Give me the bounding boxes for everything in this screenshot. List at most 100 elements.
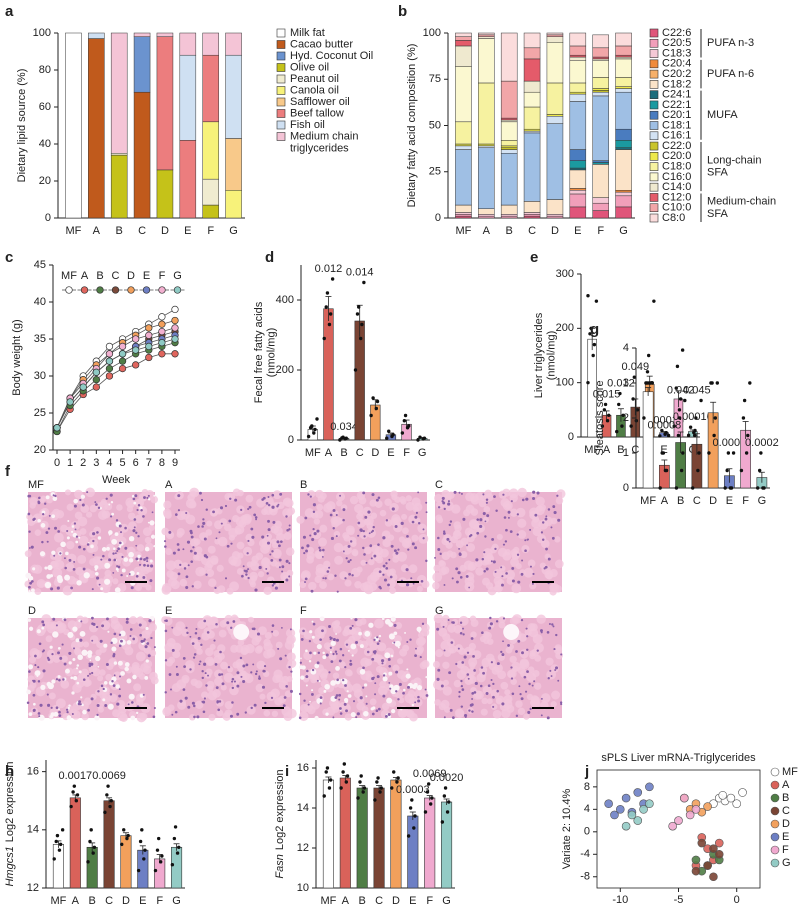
nucleus <box>132 637 135 641</box>
cell <box>214 520 224 530</box>
cell <box>249 581 256 588</box>
nucleus <box>52 494 55 497</box>
cell <box>209 555 219 565</box>
nucleus <box>112 653 116 656</box>
nucleus <box>376 642 380 645</box>
data-point <box>410 798 414 802</box>
bar-segment <box>455 36 472 41</box>
nucleus <box>364 515 368 519</box>
nucleus <box>199 660 202 663</box>
cell <box>284 690 292 698</box>
bar-segment <box>133 36 151 93</box>
bar-segment <box>500 215 518 219</box>
vacuole <box>314 663 320 669</box>
chart-title: sPLS Liver mRNA-Triglycerides <box>601 752 756 764</box>
vacuole <box>39 551 46 557</box>
cell <box>196 648 203 655</box>
nucleus <box>102 687 105 691</box>
vacuole <box>363 683 368 687</box>
scatter-point <box>674 816 683 825</box>
nucleus <box>146 642 150 645</box>
nucleus <box>374 693 377 696</box>
nucleus <box>144 645 148 649</box>
nucleus <box>120 573 123 577</box>
cell <box>417 523 427 534</box>
data-point <box>618 391 622 396</box>
nucleus <box>363 535 366 538</box>
nucleus <box>501 702 505 706</box>
series-marker <box>145 342 153 351</box>
nucleus <box>379 587 382 590</box>
legend-label: C20:4 <box>662 58 691 70</box>
cell <box>401 513 408 520</box>
cell <box>89 558 97 566</box>
cell <box>434 699 441 706</box>
y-tick-label: 200 <box>276 364 294 376</box>
data-point <box>707 451 711 455</box>
cell <box>360 559 367 566</box>
nucleus <box>177 509 180 512</box>
vacuole <box>384 618 391 625</box>
nucleus <box>557 518 561 522</box>
legend-label: C16:1 <box>662 130 691 142</box>
nucleus <box>186 631 189 635</box>
bar-segment <box>225 190 242 219</box>
data-point <box>664 468 669 473</box>
plot-frame <box>596 769 761 889</box>
y-tick-label: 20 <box>34 444 46 456</box>
nucleus <box>420 580 424 583</box>
nucleus <box>440 684 444 688</box>
scatter-point <box>714 838 724 848</box>
y-tick-label: 25 <box>429 166 441 178</box>
vacuole <box>325 712 329 716</box>
nucleus <box>339 494 342 497</box>
nucleus <box>485 567 489 571</box>
nucleus <box>326 570 330 573</box>
nucleus <box>112 552 115 555</box>
nucleus <box>271 630 274 633</box>
scatter-point <box>645 799 654 809</box>
data-point <box>342 762 347 766</box>
panel-letter: f <box>5 463 11 480</box>
legend-swatch <box>276 28 286 38</box>
nucleus <box>256 632 261 636</box>
cell <box>363 518 372 526</box>
vacuole <box>72 675 78 681</box>
vacuole <box>45 495 50 500</box>
nucleus <box>26 701 30 705</box>
nucleus <box>87 708 90 712</box>
nucleus <box>68 558 72 562</box>
nucleus <box>374 652 376 655</box>
cell <box>483 506 491 513</box>
vacuole <box>97 536 102 540</box>
vacuole <box>70 676 74 680</box>
nucleus <box>549 669 552 672</box>
bar-segment <box>569 149 587 161</box>
cell <box>34 529 42 536</box>
cell <box>231 551 241 560</box>
y-tick-label: 100 <box>423 27 441 39</box>
cell <box>319 581 327 589</box>
nucleus <box>318 548 322 552</box>
cell <box>240 514 248 522</box>
nucleus <box>146 564 150 567</box>
data-point <box>339 786 343 790</box>
data-point <box>621 413 625 417</box>
data-point <box>173 825 178 829</box>
nucleus <box>114 552 117 555</box>
data-point <box>369 413 373 418</box>
cell <box>135 499 144 508</box>
vacuole <box>129 570 135 576</box>
nucleus <box>176 543 180 546</box>
y-tick-label: 16 <box>297 762 309 774</box>
nucleus <box>541 521 545 524</box>
cell <box>404 537 412 544</box>
scatter-point <box>732 799 742 809</box>
cell <box>190 638 199 647</box>
cell <box>133 667 144 678</box>
bar-segment <box>569 60 587 84</box>
nucleus <box>267 496 270 499</box>
cell <box>482 685 492 695</box>
cell <box>224 700 234 710</box>
nucleus <box>448 540 451 543</box>
